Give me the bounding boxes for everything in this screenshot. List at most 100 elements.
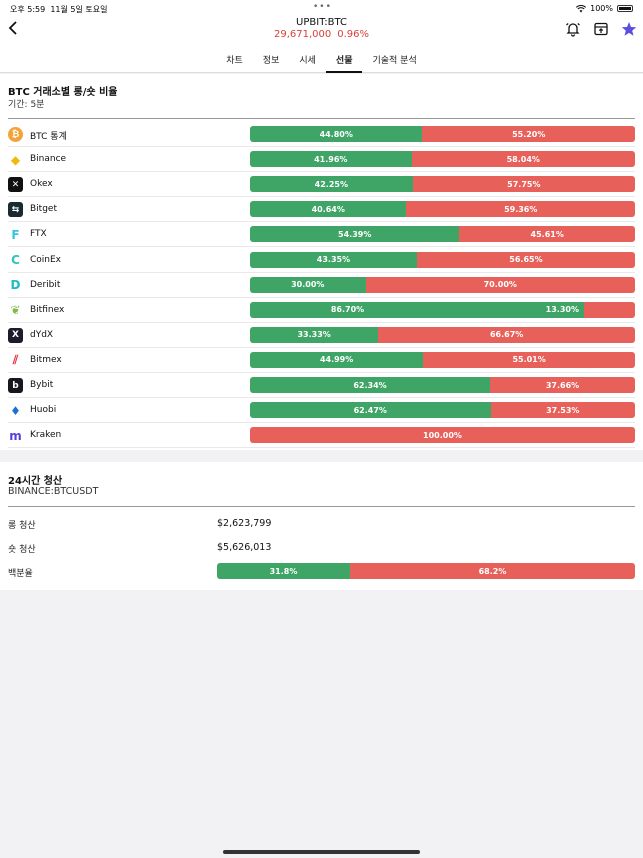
toolbar-icons [565, 21, 637, 37]
battery-icon [617, 5, 633, 12]
exchange-name: BTC 통계 [30, 132, 67, 142]
tab-technical-analysis[interactable]: 기술적 분석 [372, 56, 417, 66]
share-box-icon [594, 22, 608, 36]
long-segment: 86.70% [250, 301, 584, 318]
liquidation-percent-row: 백분율 31.8% 68.2% [8, 561, 635, 583]
bell-alarm-icon [566, 23, 580, 37]
ratio-row[interactable]: ◆ Binance 41.96% 58.04% [8, 147, 635, 173]
share-button[interactable] [593, 21, 609, 37]
star-icon [621, 22, 637, 36]
long-segment: 33.33% [250, 326, 379, 343]
ratio-period: 기간: 5분 [8, 100, 45, 110]
short-segment: 56.65% [416, 251, 635, 268]
deribit-icon: D [10, 278, 21, 293]
ratio-row[interactable]: m Kraken 100.00% [8, 423, 635, 449]
back-button[interactable] [8, 20, 18, 39]
long-segment: 62.34% [250, 377, 490, 393]
exchange-name: Huobi [30, 405, 57, 416]
exchange-name: FTX [30, 229, 47, 240]
short-segment: 70.00% [365, 276, 635, 293]
tab-futures[interactable]: 선물 [325, 44, 363, 73]
ratio-divider [8, 118, 635, 119]
long-short-bar: 100.00% [250, 427, 635, 444]
long-short-ratio-section: BTC 거래소별 롱/숏 비율 기간: 5분 ₿ BTC 통계 44.80% 55.2… [0, 74, 643, 450]
status-right: 100% [576, 4, 633, 13]
ratio-row[interactable]: C CoinEx 43.35% 56.65% [8, 248, 635, 273]
liquidation-title: 24시간 청산 [8, 476, 63, 487]
okex-icon: ✕ [8, 177, 23, 193]
exchange-name: Bybit [30, 380, 54, 390]
status-bar: 오후 5:59 11월 5일 토요일 ••• 100% [0, 0, 643, 16]
ratio-row[interactable]: ❦ Bitfinex 86.70% 13.30% [8, 298, 635, 323]
bitcoin-icon: ₿ [8, 127, 23, 142]
liquidation-section: 24시간 청산 BINANCE:BTCUSDT 롱 청산 $2,623,799 … [0, 462, 643, 590]
tab-chart[interactable]: 차트 [226, 56, 243, 66]
long-short-bar: 33.33% 66.67% [250, 326, 635, 343]
favorite-button[interactable] [621, 21, 637, 37]
page-title: UPBIT:BTC [296, 17, 347, 28]
ratio-row[interactable]: D Deribit 30.00% 70.00% [8, 273, 635, 298]
ratio-row[interactable]: ✕ Okex 42.25% 57.75% [8, 172, 635, 198]
long-segment: 42.25% [250, 176, 413, 193]
ratio-row[interactable]: ₿ BTC 통계 44.80% 55.20% [8, 122, 635, 147]
long-segment: 44.99% [250, 351, 424, 368]
long-short-bar: 41.96% 58.04% [250, 151, 635, 168]
battery-percent: 100% [590, 4, 613, 13]
short-liquidation-row: 숏 청산 $5,626,013 [8, 537, 635, 559]
exchange-name: Bitmex [30, 354, 62, 365]
top-bar: UPBIT:BTC 29,671,000 0.96% [0, 16, 643, 44]
short-segment: 58.04% [411, 151, 635, 168]
tab-quotes[interactable]: 시세 [299, 56, 316, 66]
ratio-row[interactable]: ♦ Huobi 62.47% 37.53% [8, 398, 635, 424]
binance-icon: ◆ [10, 152, 21, 167]
ratio-row[interactable]: ⫽ Bitmex 44.99% 55.01% [8, 348, 635, 373]
price-value: 29,671,000 [273, 29, 332, 40]
bitfinex-icon: ❦ [10, 303, 21, 318]
status-date: 11월 5일 토요일 [50, 5, 108, 14]
long-segment: 30.00% [250, 276, 366, 293]
long-short-bar: 44.80% 55.20% [250, 126, 635, 142]
bitmex-icon: ⫽ [12, 352, 19, 367]
long-short-bar: 43.35% 56.65% [250, 251, 635, 268]
exchange-name: Bitget [30, 204, 57, 215]
short-segment: 45.61% [459, 226, 635, 243]
long-short-bar: 86.70% 13.30% [250, 301, 635, 318]
tab-bar: 차트 정보 시세 선물 기술적 분석 [0, 44, 643, 73]
long-short-bar: 40.64% 59.36% [250, 201, 635, 218]
long-segment: 43.35% [250, 251, 417, 268]
long-short-bar: 44.99% 55.01% [250, 351, 635, 368]
chevron-left-icon [8, 21, 17, 35]
long-short-bar: 30.00% 70.00% [250, 276, 635, 293]
multitask-dots[interactable]: ••• [313, 2, 332, 12]
bybit-icon: b [8, 378, 23, 393]
tab-info[interactable]: 정보 [262, 56, 280, 66]
short-liquidation-label: 숏 청산 [8, 545, 36, 555]
long-segment: 40.64% [250, 201, 407, 218]
long-short-bar: 42.25% 57.75% [250, 176, 635, 193]
long-short-bar: 62.47% 37.53% [250, 402, 635, 419]
short-segment: 55.01% [423, 351, 635, 368]
short-segment: 55.20% [422, 126, 635, 142]
long-percent-segment: 31.8% [217, 563, 350, 579]
exchange-name: dYdX [30, 329, 54, 340]
ratio-row[interactable]: b Bybit 62.34% 37.66% [8, 373, 635, 398]
short-segment: 66.67% [378, 326, 635, 343]
ratio-row[interactable]: F FTX 54.39% 45.61% [8, 222, 635, 248]
short-percent-segment: 68.2% [349, 563, 635, 579]
kraken-icon: m [9, 428, 22, 443]
ftx-icon: F [11, 227, 20, 242]
ratio-row[interactable]: ⇆ Bitget 40.64% 59.36% [8, 197, 635, 223]
alert-button[interactable] [565, 21, 581, 37]
long-liquidation-label: 롱 청산 [8, 521, 36, 531]
long-liquidation-row: 롱 청산 $2,623,799 [8, 513, 635, 535]
short-segment: 13.30% [545, 305, 579, 315]
bitget-icon: ⇆ [8, 202, 23, 218]
exchange-name: Binance [30, 154, 67, 165]
liquidation-divider [8, 506, 635, 507]
home-indicator[interactable] [223, 850, 420, 854]
huobi-icon: ♦ [10, 403, 21, 418]
exchange-name: CoinEx [30, 254, 62, 265]
exchange-name: Deribit [30, 279, 61, 290]
exchange-name: Bitfinex [30, 304, 65, 315]
